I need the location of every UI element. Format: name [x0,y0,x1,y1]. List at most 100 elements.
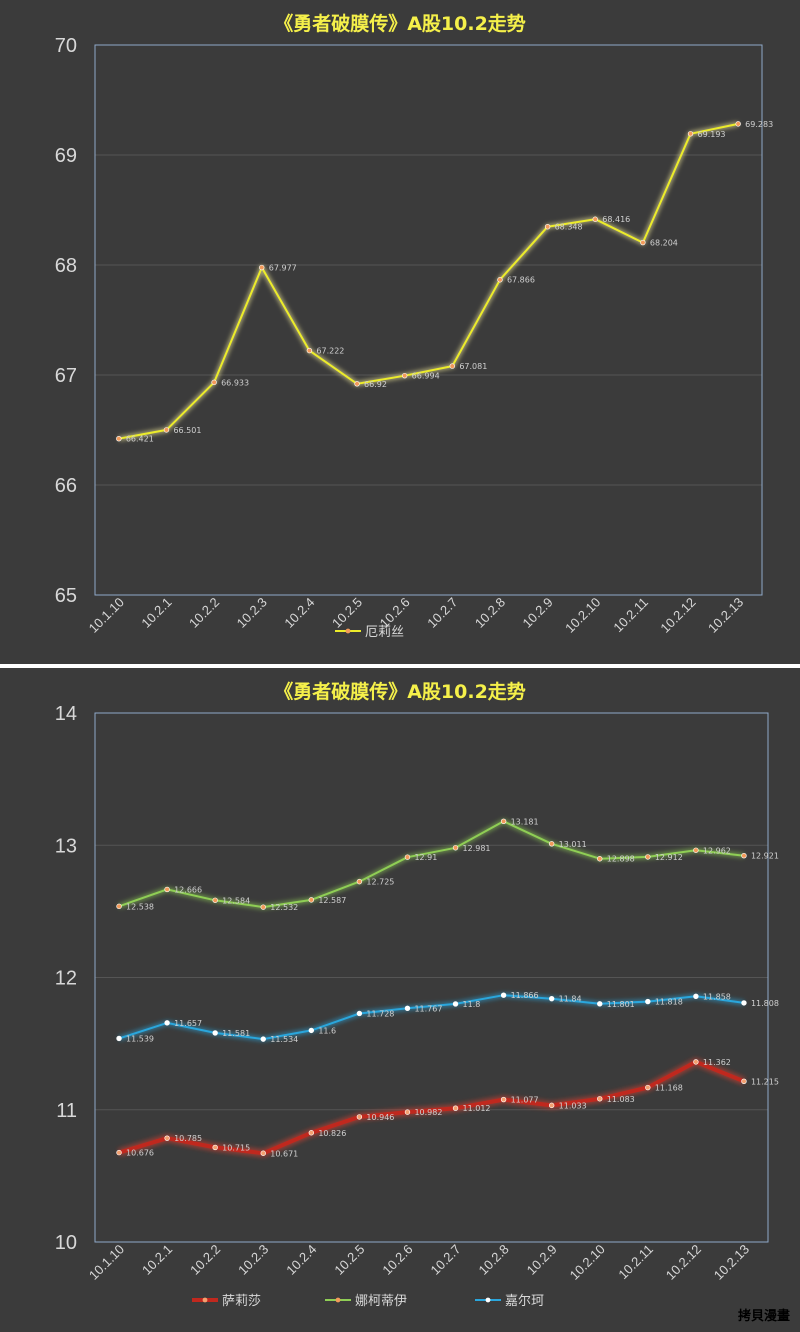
data-label: 11.033 [559,1101,587,1110]
data-label: 11.728 [366,1009,394,1018]
data-label: 68.204 [650,239,678,248]
data-point [693,847,699,853]
data-point [356,878,363,885]
legend-label: 娜柯蒂伊 [355,1294,407,1309]
data-label: 13.181 [511,817,539,826]
data-label: 69.283 [745,120,773,129]
data-point [306,347,313,354]
data-point [404,1109,411,1115]
data-point [260,1150,266,1156]
x-tick-label: 10.2.6 [379,1242,415,1278]
data-point [741,1000,747,1006]
x-tick-label: 10.2.8 [476,1242,512,1278]
x-tick-label: 10.2.3 [235,1242,271,1278]
data-label: 67.222 [316,347,344,356]
chart-2-svg: 《勇者破膜传》A股10.2走势 10 11 12 13 14 10.1.10 10.2.1 10… [55,680,779,1309]
x-tick-label: 10.2.4 [283,1242,319,1278]
x-tick-label: 10.2.11 [615,1242,656,1283]
data-label: 68.348 [555,223,583,232]
data-point [404,854,411,860]
x-tick-label: 10.2.1 [138,595,174,631]
x-tick-label: 10.2.3 [234,595,270,631]
data-label: 11.539 [126,1034,154,1043]
data-label: 11.84 [559,995,582,1004]
data-label: 11.215 [751,1077,779,1086]
legend-label: 萨莉莎 [222,1294,261,1309]
data-label: 11.077 [511,1096,539,1105]
legend-marker [335,1297,341,1303]
x-tick-label: 10.2.7 [427,1242,463,1278]
data-point [163,427,170,433]
data-point [597,1001,603,1007]
x-tick-label: 10.2.9 [524,1242,560,1278]
legend-label: 厄莉丝 [365,625,404,640]
data-point [164,1135,170,1141]
y-tick-label: 12 [55,968,77,990]
data-point [356,1010,363,1017]
data-point [640,239,646,246]
data-point [735,121,741,127]
data-label: 11.362 [703,1058,731,1067]
x-tick-label: 10.2.12 [663,1242,704,1283]
data-label: 12.725 [366,878,394,887]
data-point [500,992,507,998]
data-point [452,1001,459,1007]
data-point [645,1084,651,1091]
data-point [693,1059,699,1065]
data-label: 11.818 [655,998,683,1007]
series-glow-line [118,818,745,910]
plot-area-border [94,712,769,1243]
x-tick-label: 10.2.10 [567,1242,608,1283]
x-tick-label: 10.2.5 [329,595,365,631]
data-point [259,264,265,271]
data-label: 11.083 [607,1095,635,1104]
data-label: 12.91 [414,853,437,862]
legend-marker [485,1297,491,1303]
x-tick-label: 10.2.13 [711,1242,752,1283]
data-point [116,903,122,910]
x-tick-label: 10.2.1 [139,1242,175,1278]
data-point [687,131,694,137]
data-point [449,363,456,369]
data-point [116,435,122,442]
data-label: 11.866 [511,991,539,1000]
data-label: 12.587 [318,896,346,905]
chart-title: 《勇者破膜传》A股10.2走势 [274,12,526,35]
data-point [597,856,603,862]
data-label: 11.657 [174,1019,202,1028]
y-tick-label: 69 [55,145,77,167]
data-label: 69.193 [698,130,726,139]
x-tick-label: 10.1.10 [86,595,127,636]
data-point [308,897,315,903]
legend-marker [345,628,351,634]
chart-panel-1: 《勇者破膜传》A股10.2走势 65 66 67 68 69 70 10.1.10 10.2.1… [0,0,800,664]
data-point [544,224,551,230]
y-tick-label: 67 [55,365,77,387]
series-line [118,122,739,440]
data-label: 67.866 [507,276,535,285]
x-tick-label: 10.2.12 [657,595,698,636]
data-point [645,854,651,860]
data-point [354,381,360,387]
data-label: 12.532 [270,903,298,912]
data-point [500,818,507,825]
data-point [212,897,218,903]
series-line [118,994,745,1041]
data-label: 68.416 [602,215,630,224]
data-point [211,379,217,386]
x-tick-label: 10.1.10 [86,1242,127,1283]
data-point [693,993,699,999]
data-label: 11.8 [463,1000,481,1009]
data-label: 11.808 [751,999,779,1008]
data-label: 10.676 [126,1149,154,1158]
x-tick-label: 10.2.13 [705,595,746,636]
data-label: 12.981 [463,844,491,853]
data-label: 12.538 [126,902,154,911]
y-tick-label: 65 [55,585,77,607]
watermark: 拷貝漫畫 [737,1309,790,1324]
data-label: 10.826 [318,1129,346,1138]
data-label: 66.421 [126,435,154,444]
data-point [500,1096,507,1103]
chart-panel-2: 《勇者破膜传》A股10.2走势 10 11 12 13 14 10.1.10 10.2.1 10… [0,668,800,1332]
data-label: 10.785 [174,1134,202,1143]
